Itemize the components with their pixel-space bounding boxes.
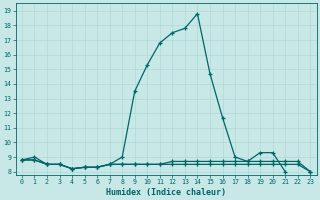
X-axis label: Humidex (Indice chaleur): Humidex (Indice chaleur) [106, 188, 226, 197]
